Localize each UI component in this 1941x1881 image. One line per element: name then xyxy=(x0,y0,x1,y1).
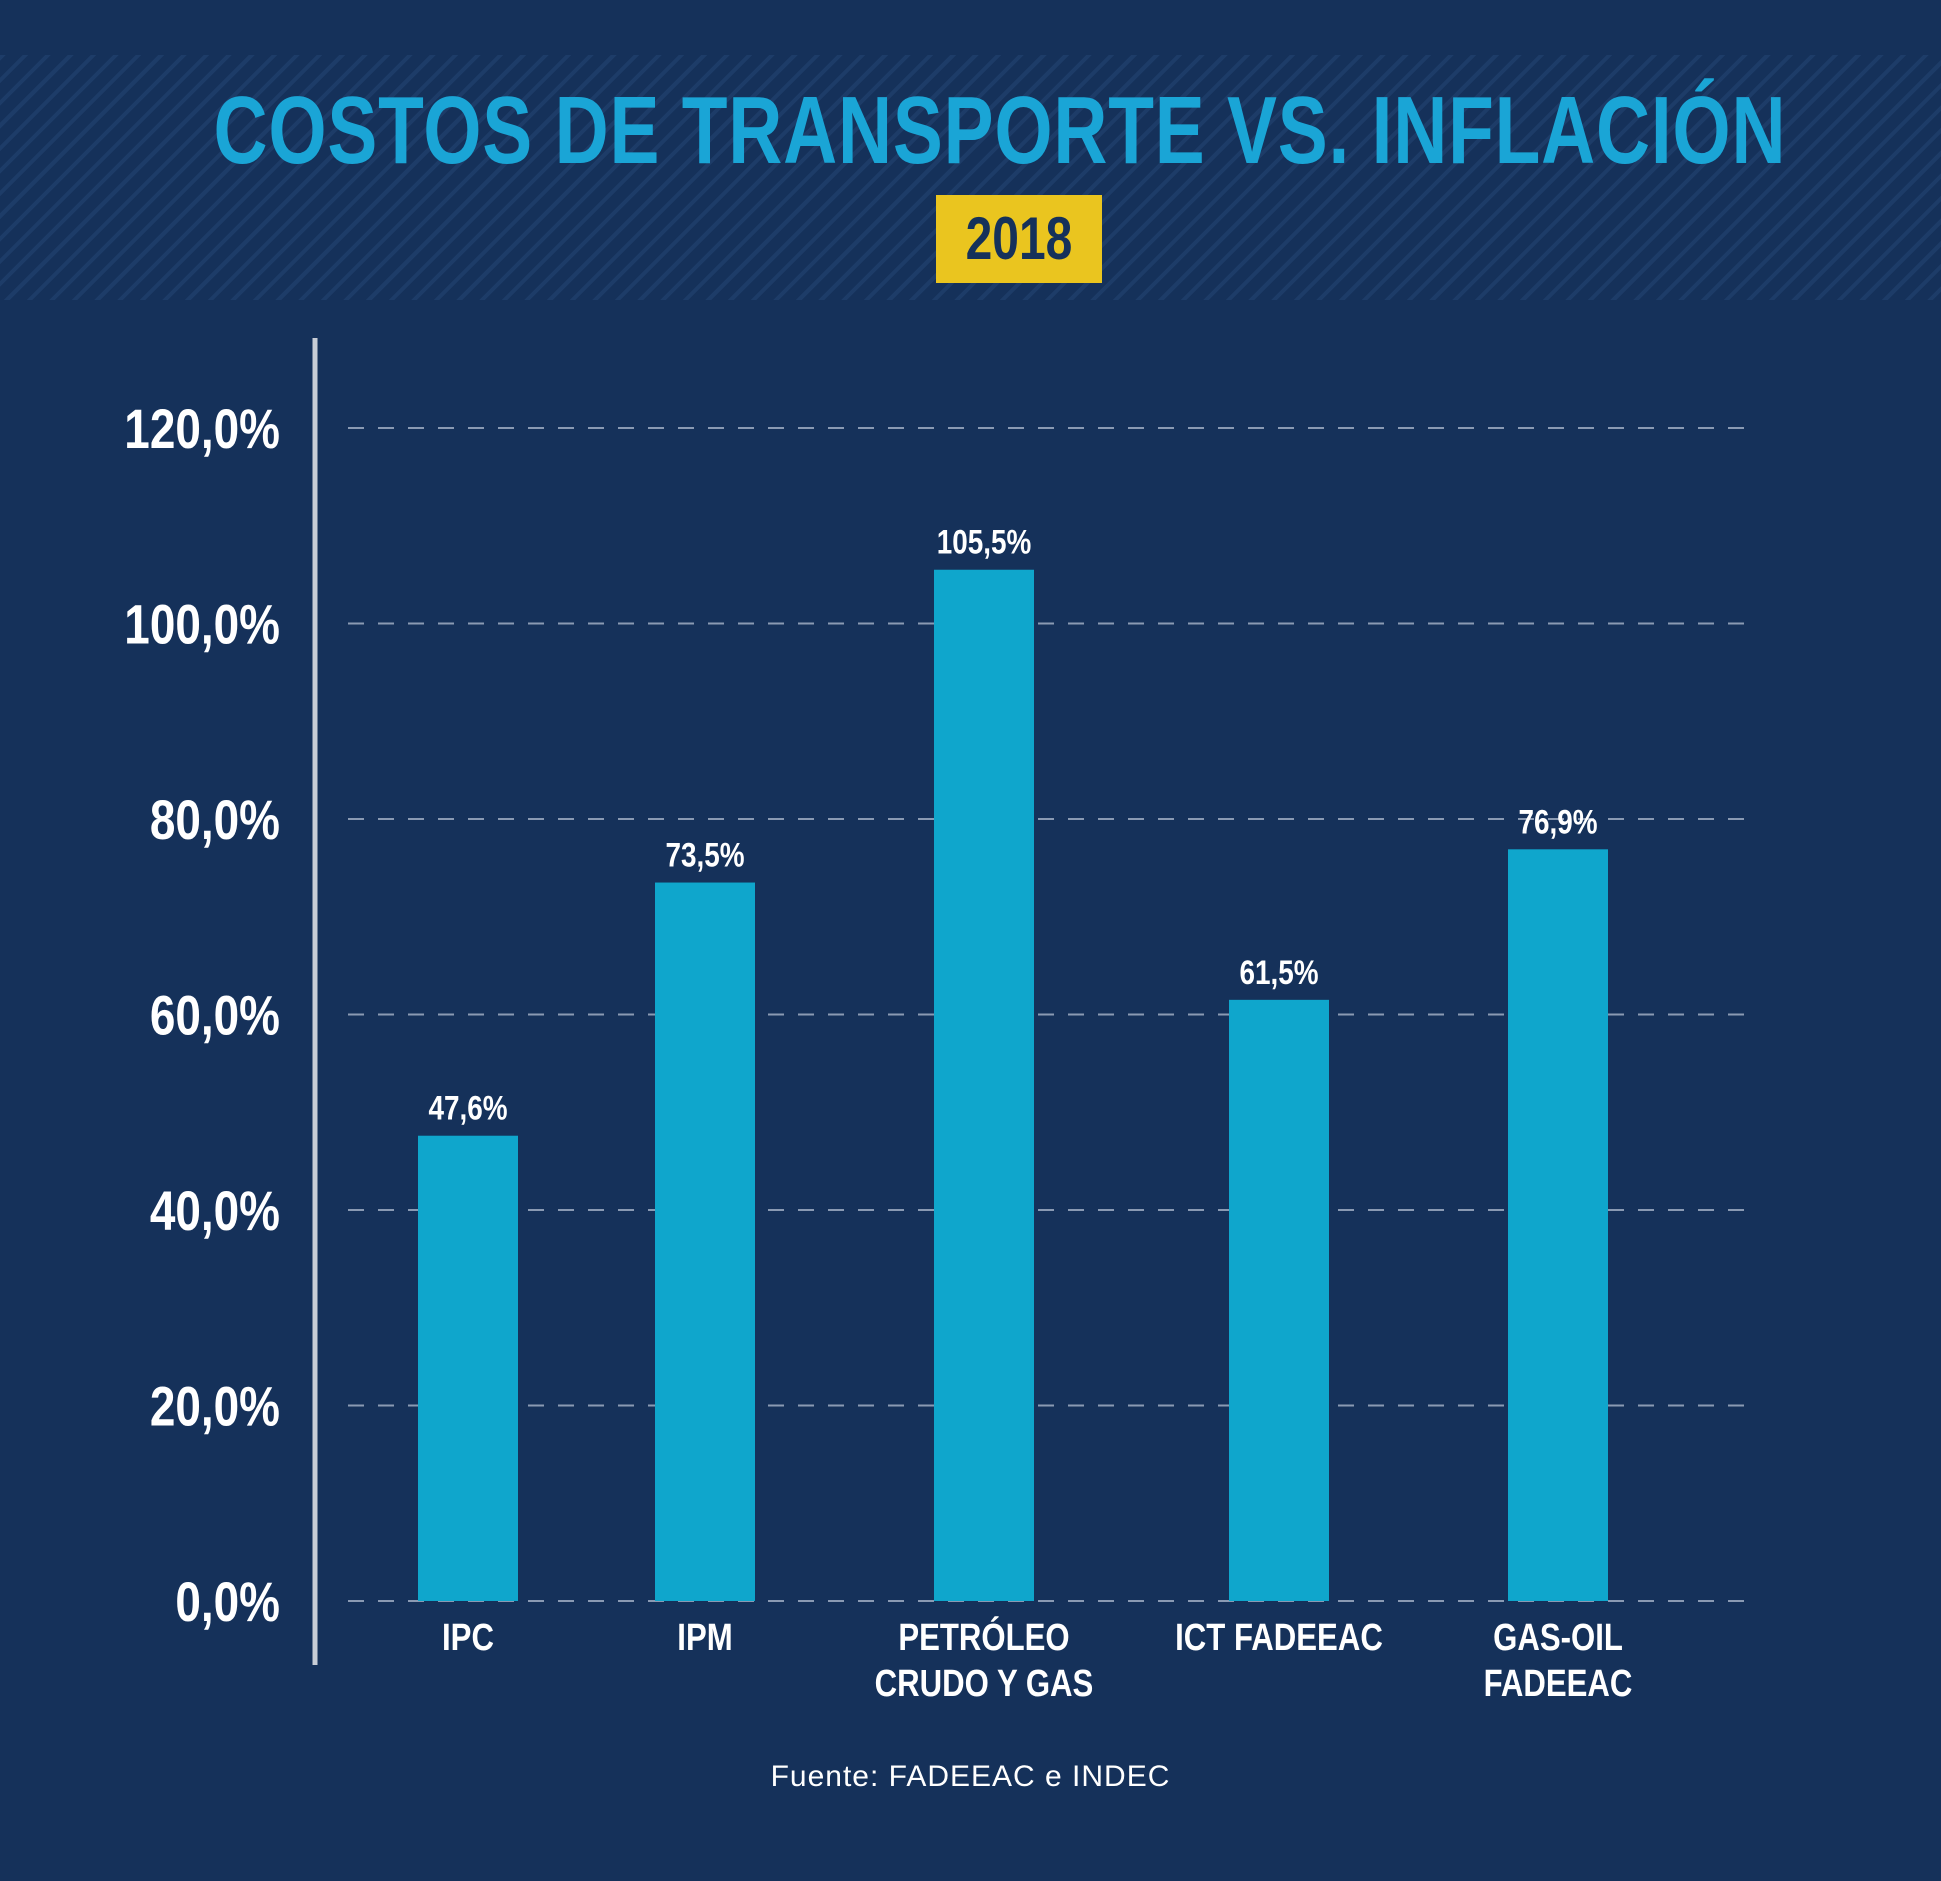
bar xyxy=(1508,849,1608,1601)
y-tick-label: 20,0% xyxy=(150,1375,280,1437)
category-label: IPC xyxy=(442,1617,494,1659)
category-label: CRUDO Y GAS xyxy=(875,1663,1094,1705)
value-label: 73,5% xyxy=(665,836,744,874)
chart-title: COSTOS DE TRANSPORTE VS. INFLACIÓN xyxy=(213,77,1787,184)
y-tick-label: 120,0% xyxy=(124,398,280,460)
y-tick-label: 100,0% xyxy=(124,593,280,655)
bar xyxy=(655,882,755,1601)
y-tick-label: 0,0% xyxy=(175,1571,280,1633)
y-tick-label: 60,0% xyxy=(150,984,280,1046)
value-label: 47,6% xyxy=(428,1089,507,1127)
value-label: 105,5% xyxy=(937,523,1032,561)
y-tick-label: 80,0% xyxy=(150,789,280,851)
year-badge: 2018 xyxy=(936,195,1102,283)
y-tick-label: 40,0% xyxy=(150,1180,280,1242)
value-labels: 47,6% 73,5% 105,5% 61,5% 76,9% xyxy=(428,523,1597,1127)
value-label: 76,9% xyxy=(1518,803,1597,841)
source-note: Fuente: FADEEAC e INDEC xyxy=(770,1760,1171,1793)
header-band xyxy=(0,55,1941,300)
value-label: 61,5% xyxy=(1239,953,1318,991)
category-label: PETRÓLEO xyxy=(898,1615,1069,1659)
bar xyxy=(418,1135,518,1601)
category-label: FADEEAC xyxy=(1484,1663,1633,1705)
category-label: ICT FADEEAC xyxy=(1175,1617,1383,1659)
bars xyxy=(418,569,1608,1601)
category-label: IPM xyxy=(677,1617,732,1659)
year-badge-text: 2018 xyxy=(965,205,1073,272)
bar xyxy=(1229,999,1329,1601)
bar xyxy=(934,569,1034,1601)
y-tick-labels: 0,0% 20,0% 40,0% 60,0% 80,0% 100,0% 120,0% xyxy=(124,398,280,1633)
category-label: GAS-OIL xyxy=(1493,1617,1623,1659)
